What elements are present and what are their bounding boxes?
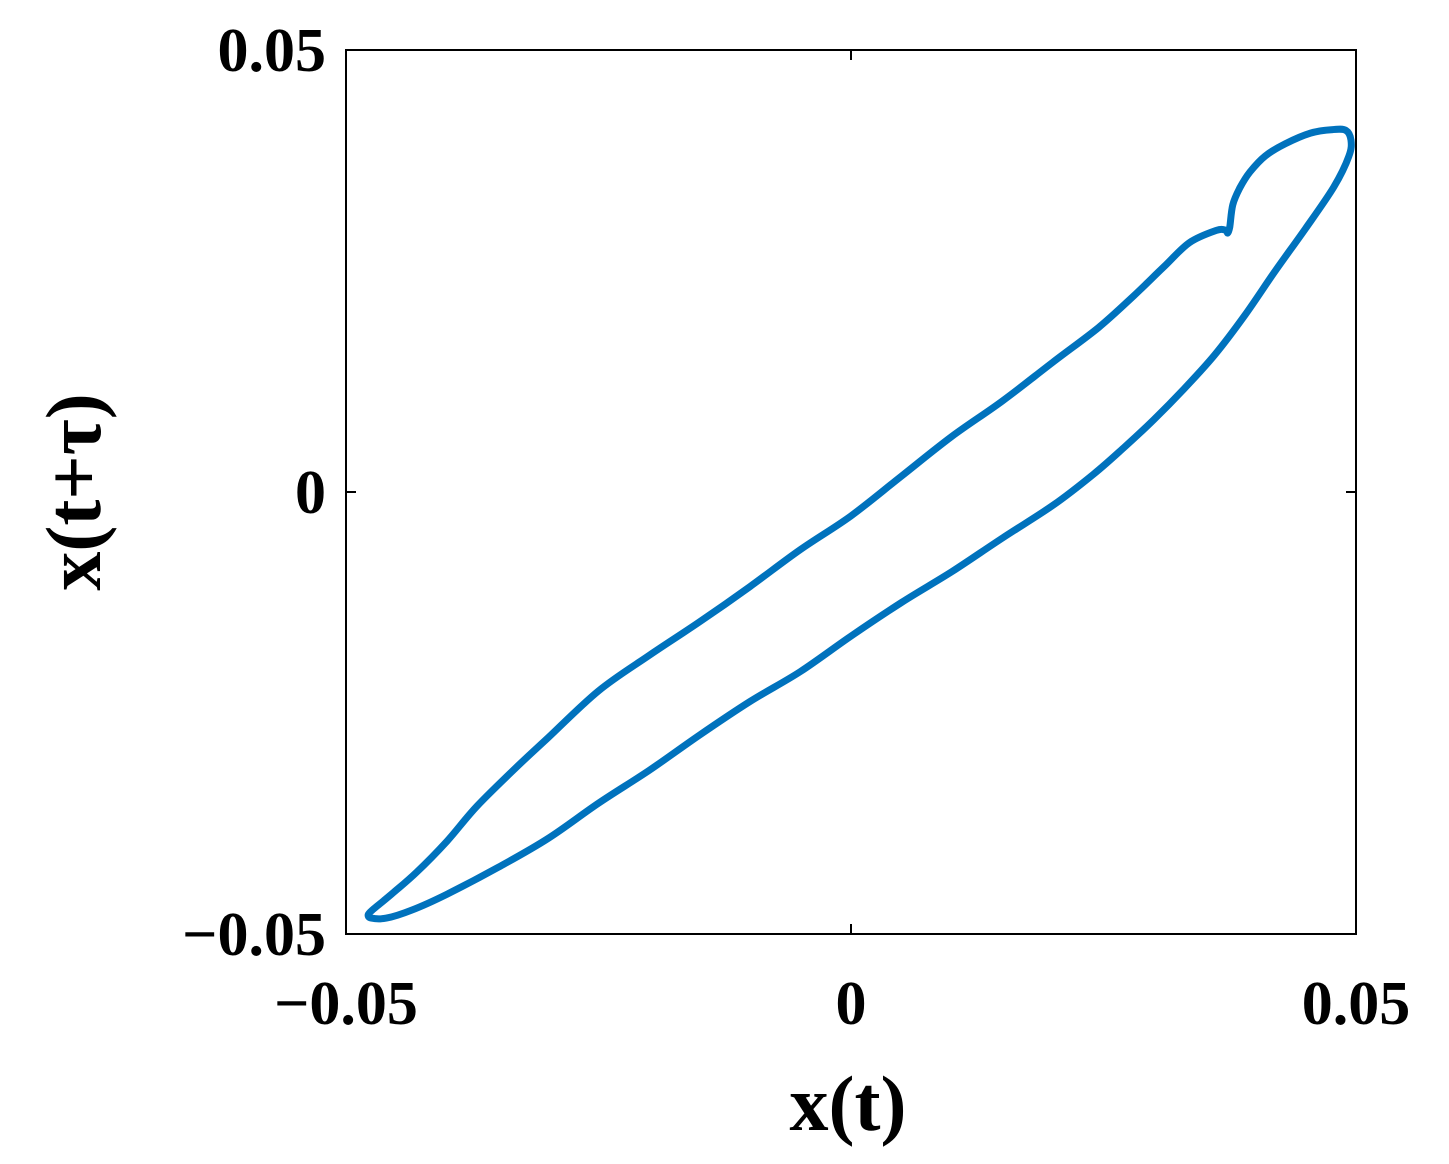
x-tick-label-1: 0 <box>836 970 867 1038</box>
tick-marks <box>345 49 1357 935</box>
x-tick-label-2: 0.05 <box>1302 970 1411 1038</box>
x-tick-label-0: −0.05 <box>274 970 418 1038</box>
y-tick-label-0: −0.05 <box>182 901 326 969</box>
y-tick-label-2: 0.05 <box>218 17 327 85</box>
series-line-0 <box>364 125 1355 923</box>
plot-frame <box>345 49 1357 935</box>
x-axis-label: x(t) <box>790 1060 907 1147</box>
y-axis-label: x(t+τ) <box>30 393 117 590</box>
series-layer <box>364 125 1355 923</box>
plot-border <box>345 49 1357 935</box>
y-tick-label-1: 0 <box>295 459 326 527</box>
tick-labels: −0.05 0 0.05 −0.05 0 0.05 <box>182 17 1410 1038</box>
